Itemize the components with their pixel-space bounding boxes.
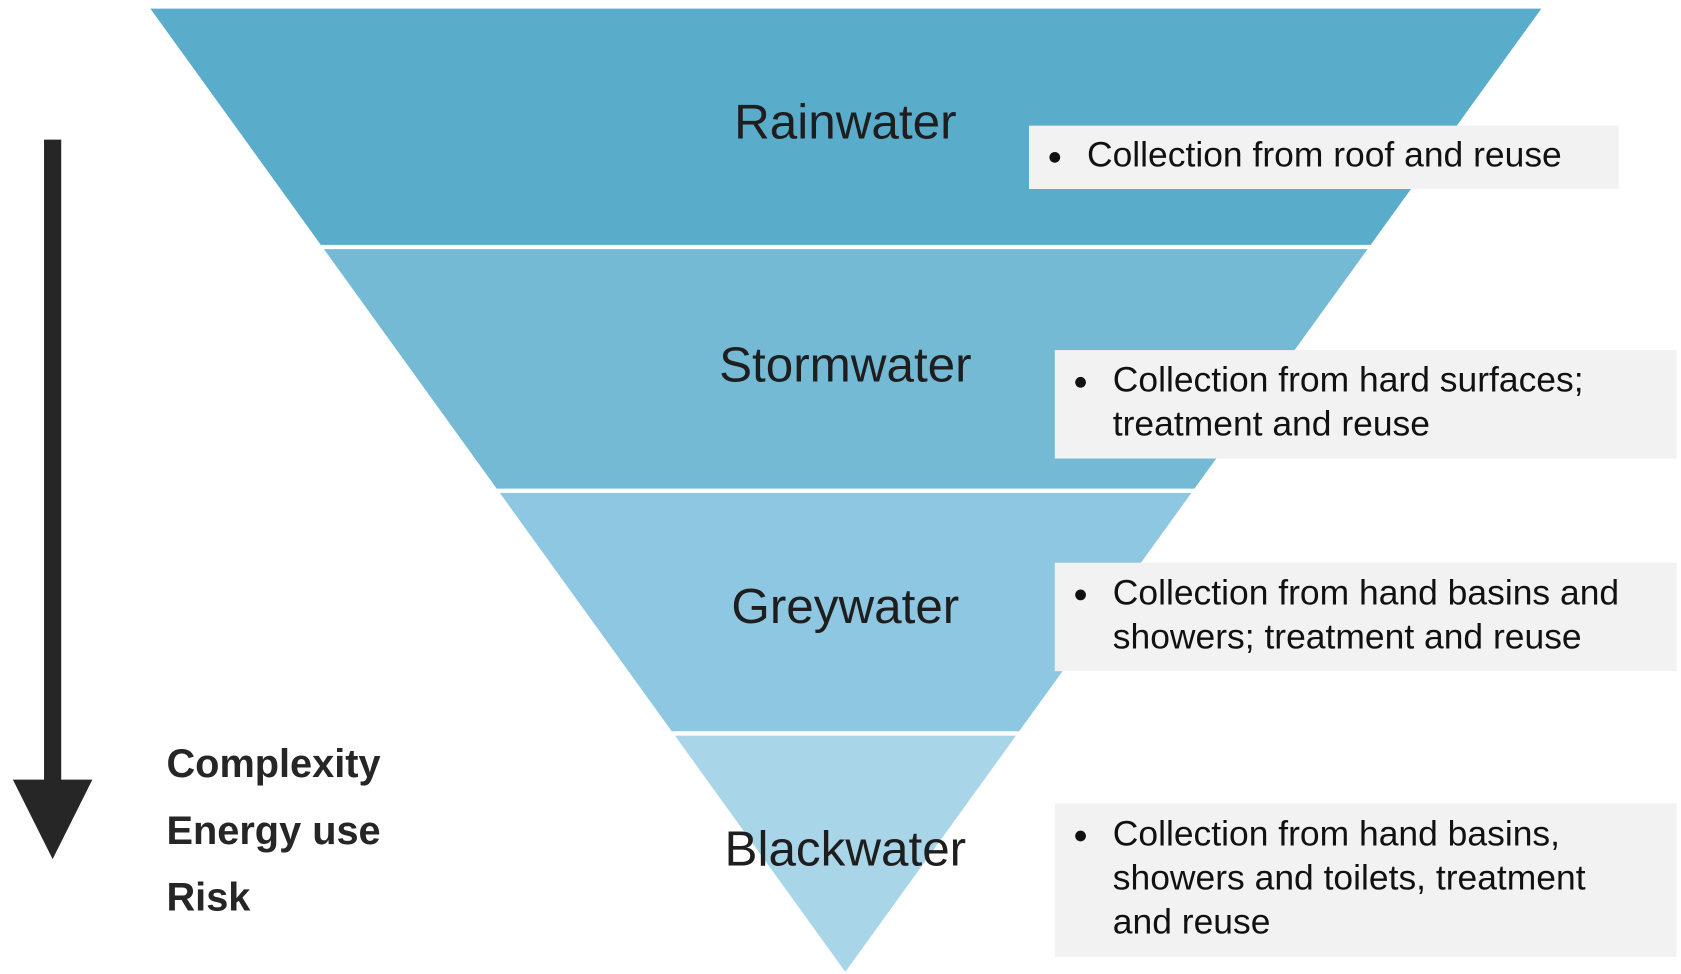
- description-box: [1054, 562, 1677, 672]
- bullet: [1075, 376, 1086, 388]
- description-box: [1054, 350, 1677, 459]
- description-line: showers; treatment and reuse: [1113, 616, 1582, 656]
- description-line: showers and toilets, treatment: [1113, 857, 1586, 897]
- bullet: [1075, 830, 1086, 842]
- bullet: [1049, 151, 1061, 163]
- increasing-label: Energy use: [166, 809, 380, 853]
- tier-band: [499, 492, 1192, 732]
- tier-band: [674, 735, 1017, 972]
- description-line: Collection from roof and reuse: [1087, 135, 1562, 175]
- bullet: [1075, 589, 1086, 601]
- tier-label: Stormwater: [719, 337, 972, 392]
- description-line: Collection from hand basins and: [1113, 572, 1619, 612]
- description-line: treatment and reuse: [1113, 404, 1430, 444]
- tier-label: Blackwater: [725, 822, 967, 877]
- description-line: Collection from hard surfaces;: [1113, 360, 1584, 400]
- arrow-head: [12, 779, 93, 860]
- increasing-label: Complexity: [166, 742, 380, 786]
- description-box: [1054, 803, 1677, 957]
- tier-label: Rainwater: [734, 95, 956, 150]
- description-line: and reuse: [1113, 901, 1271, 941]
- tier-label: Greywater: [731, 579, 959, 634]
- description-box: [1029, 125, 1619, 190]
- increasing-label: Risk: [166, 875, 251, 919]
- description-line: Collection from hand basins,: [1113, 813, 1560, 853]
